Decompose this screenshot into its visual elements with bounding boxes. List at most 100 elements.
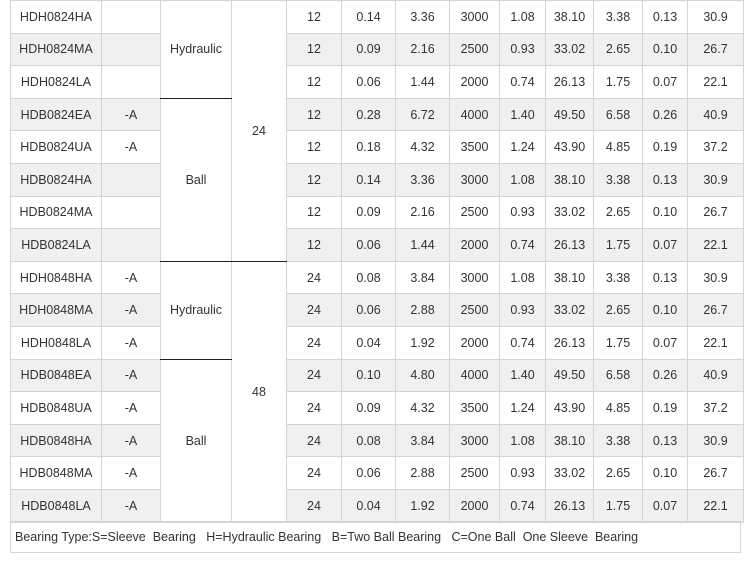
value-cell: 0.26 [642,358,688,393]
value-cell: 1.08 [499,0,546,34]
value-cell: 6.58 [593,97,643,132]
value-cell: 30.9 [687,260,744,295]
value-cell: 1.40 [499,97,546,132]
model-cell: HDB0824UA [10,130,102,164]
bearing-type-cell: Ball [160,97,232,262]
value-cell: 40.9 [687,97,744,132]
value-cell: 33.02 [545,195,594,230]
variant-cell: -A [101,391,161,425]
value-cell: 4.85 [593,391,643,425]
value-cell: 0.93 [499,456,546,490]
value-cell: 24 [286,456,342,490]
value-cell: 12 [286,0,342,34]
value-cell: 0.06 [341,456,396,490]
variant-cell: -A [101,488,161,523]
value-cell: 26.13 [545,325,594,360]
value-cell: 3.38 [593,260,643,295]
legend-part: Bearing Type:S=Sleeve Bearing [15,530,196,544]
value-cell: 6.72 [395,97,450,132]
value-cell: 0.74 [499,65,546,99]
value-cell: 0.13 [642,162,688,197]
value-cell: 0.09 [341,195,396,230]
value-cell: 1.75 [593,228,643,262]
value-cell: 26.7 [687,456,744,490]
value-cell: 49.50 [545,97,594,132]
value-cell: 1.92 [395,325,450,360]
value-cell: 22.1 [687,65,744,99]
variant-cell: -A [101,130,161,164]
value-cell: 12 [286,130,342,164]
table-row: HDH0848LA -A 24 0.04 1.92 2000 0.74 26.13 1.75 0.… [10,325,744,360]
value-cell: 26.7 [687,195,744,230]
value-cell: 30.9 [687,0,744,34]
value-cell: 0.06 [341,65,396,99]
table-row: HDB0824MA 12 0.09 2.16 2500 0.93 33.02 2.65 0.10… [10,195,744,230]
value-cell: 0.14 [341,162,396,197]
value-cell: 0.10 [642,456,688,490]
value-cell: 33.02 [545,293,594,327]
table-row: HDH0824HA Hydraulic 24 12 0.14 3.36 3000 1.08 38… [10,0,744,262]
model-cell: HDH0848HA [10,260,102,295]
rated-voltage-cell: 48 [231,260,287,523]
value-cell: 6.58 [593,358,643,393]
value-cell: 0.19 [642,391,688,425]
value-cell: 0.74 [499,228,546,262]
value-cell: 2.88 [395,456,450,490]
variant-cell [101,65,161,99]
value-cell: 33.02 [545,32,594,67]
value-cell: 3.38 [593,0,643,34]
bearing-type-cell: Hydraulic [160,0,232,99]
value-cell: 26.13 [545,488,594,523]
model-cell: HDB0824EA [10,97,102,132]
value-cell: 0.10 [642,293,688,327]
value-cell: 0.07 [642,325,688,360]
table-row: HDB0824UA -A 12 0.18 4.32 3500 1.24 43.90 4.85 0.… [10,130,744,164]
table-row: HDB0848HA -A 24 0.08 3.84 3000 1.08 38.10 3.38 0.… [10,423,744,458]
legend-part: C=One Ball One Sleeve Bearing [451,530,639,544]
table-row: HDB0848MA -A 24 0.06 2.88 2500 0.93 33.02 2.65 0.… [10,456,744,490]
value-cell: 0.07 [642,228,688,262]
variant-cell [101,162,161,197]
value-cell: 37.2 [687,130,744,164]
value-cell: 26.7 [687,293,744,327]
value-cell: 2.65 [593,32,643,67]
variant-cell: -A [101,423,161,458]
value-cell: 1.92 [395,488,450,523]
table-row: HDH0824MA 12 0.09 2.16 2500 0.93 33.02 2.65 0.10… [10,32,744,67]
value-cell: 2000 [449,488,500,523]
variant-cell [101,32,161,67]
value-cell: 24 [286,358,342,393]
value-cell: 2500 [449,32,500,67]
value-cell: 2.65 [593,195,643,230]
model-cell: HDB0824HA [10,162,102,197]
value-cell: 1.08 [499,162,546,197]
value-cell: 3.38 [593,423,643,458]
variant-cell: -A [101,358,161,393]
value-cell: 24 [286,293,342,327]
legend-part: H=Hydraulic Bearing [206,530,322,544]
value-cell: 2000 [449,325,500,360]
value-cell: 1.08 [499,260,546,295]
value-cell: 2.65 [593,456,643,490]
variant-cell: -A [101,260,161,295]
value-cell: 0.10 [642,195,688,230]
table-row: HDB0848EA -A Ball 24 0.10 4.80 4000 1.40 49.50 6.… [10,358,744,523]
bearing-type-legend: Bearing Type:S=Sleeve Bearing H=Hydrauli… [10,521,741,553]
value-cell: 24 [286,260,342,295]
value-cell: 3.36 [395,162,450,197]
value-cell: 1.75 [593,325,643,360]
value-cell: 1.24 [499,391,546,425]
bearing-type-cell: Hydraulic [160,260,232,360]
value-cell: 0.08 [341,260,396,295]
value-cell: 24 [286,488,342,523]
spec-table: HDH0824HA Hydraulic 24 12 0.14 3.36 3000 1.08 38… [10,0,744,523]
model-cell: HDH0848LA [10,325,102,360]
value-cell: 3000 [449,260,500,295]
model-cell: HDH0824HA [10,0,102,34]
variant-cell [101,228,161,262]
model-cell: HDH0848MA [10,293,102,327]
value-cell: 0.74 [499,488,546,523]
value-cell: 0.04 [341,325,396,360]
value-cell: 0.26 [642,97,688,132]
value-cell: 1.40 [499,358,546,393]
